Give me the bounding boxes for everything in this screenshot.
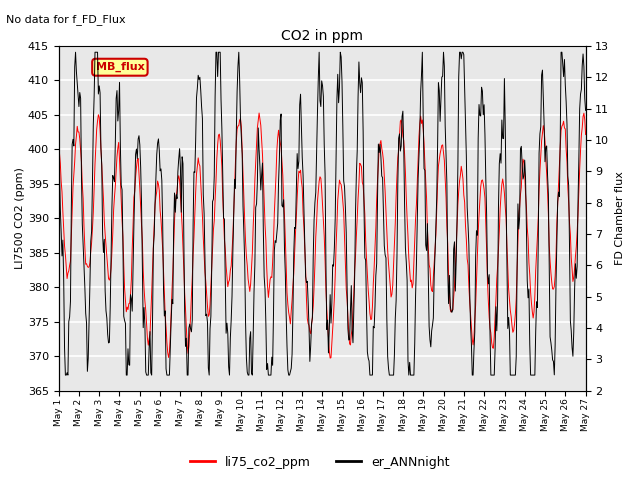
Legend: li75_co2_ppm, er_ANNnight: li75_co2_ppm, er_ANNnight [186,451,454,474]
Y-axis label: LI7500 CO2 (ppm): LI7500 CO2 (ppm) [15,168,25,269]
Y-axis label: FD Chamber flux: FD Chamber flux [615,171,625,265]
Title: CO2 in ppm: CO2 in ppm [281,29,363,43]
Text: MB_flux: MB_flux [95,62,144,72]
Text: No data for f_FD_Flux: No data for f_FD_Flux [6,14,126,25]
